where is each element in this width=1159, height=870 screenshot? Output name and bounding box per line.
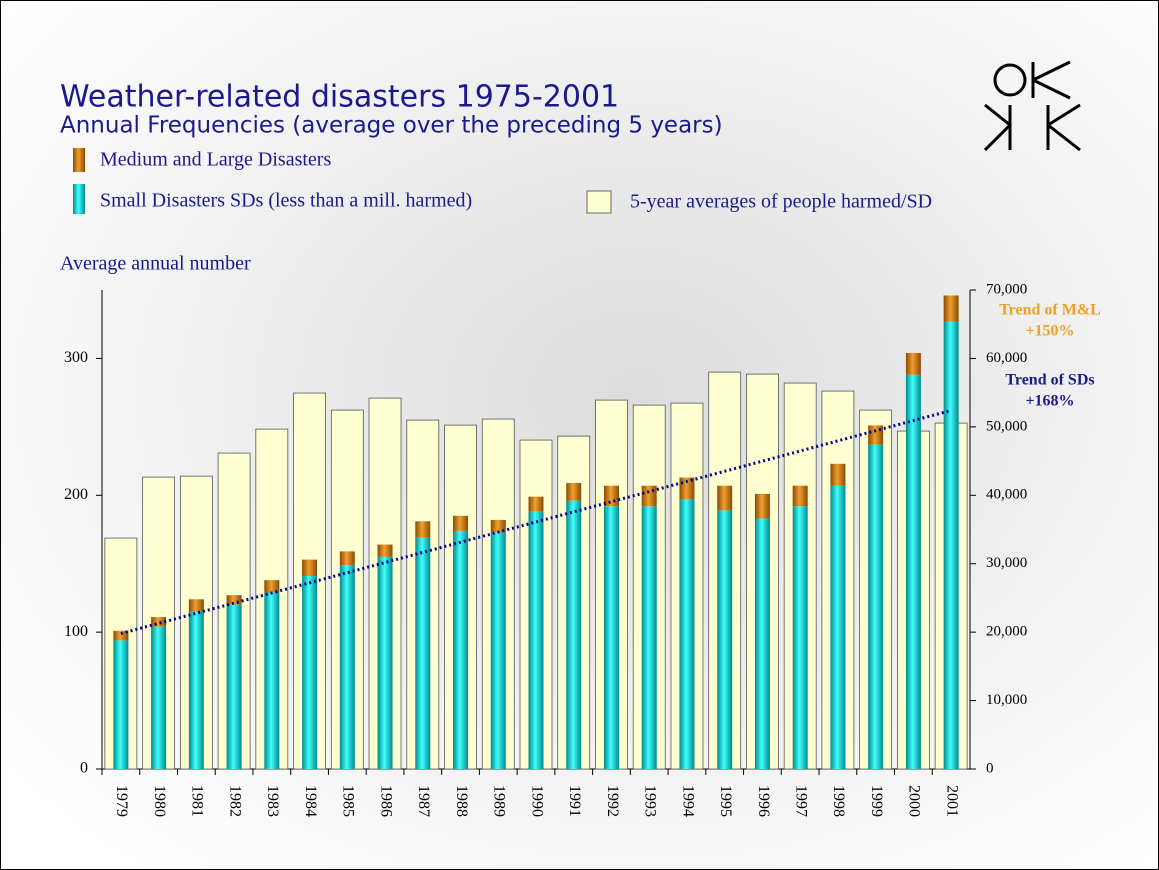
legend-swatch xyxy=(73,184,85,214)
x-tick-label: 1983 xyxy=(264,785,281,817)
x-tick-label: 1993 xyxy=(642,785,659,817)
x-tick-label: 1982 xyxy=(226,785,243,817)
bar-medium-large xyxy=(378,545,393,557)
y-tick-label: 300 xyxy=(64,349,88,366)
bar-small-disasters xyxy=(868,445,883,769)
bar-medium-large xyxy=(868,425,883,444)
y2-tick-label: 0 xyxy=(986,760,994,776)
chart: Weather-related disasters 1975-2001 Annu… xyxy=(0,0,1159,870)
bar-medium-large xyxy=(717,486,732,511)
bar-medium-large xyxy=(830,464,845,486)
x-tick-label: 1996 xyxy=(755,785,772,817)
bar-medium-large xyxy=(793,486,808,507)
legend-swatch xyxy=(73,148,85,172)
x-tick-label: 1980 xyxy=(151,785,168,817)
x-tick-label: 2000 xyxy=(906,785,923,817)
bar-small-disasters xyxy=(566,501,581,769)
bar-small-disasters xyxy=(642,506,657,769)
x-tick-label: 1999 xyxy=(868,785,885,817)
bar-medium-large xyxy=(642,486,657,507)
x-tick-label: 1992 xyxy=(604,785,621,817)
bar-small-disasters xyxy=(944,321,959,769)
x-tick-label: 2001 xyxy=(943,785,960,817)
x-tick-label: 1986 xyxy=(377,785,394,817)
bar-small-disasters xyxy=(491,532,506,769)
y2-tick-label: 20,000 xyxy=(986,624,1027,640)
bar-medium-large xyxy=(453,516,468,531)
bar-small-disasters xyxy=(793,506,808,769)
x-tick-label: 1989 xyxy=(491,785,508,817)
legend-label: 5-year averages of people harmed/SD xyxy=(630,191,932,213)
bar-medium-large xyxy=(755,494,770,519)
y2-tick-label: 60,000 xyxy=(986,350,1027,366)
x-tick-label: 1997 xyxy=(793,785,810,817)
bar-small-disasters xyxy=(302,576,317,769)
bar-medium-large xyxy=(340,551,355,565)
bar-small-disasters xyxy=(717,510,732,769)
bar-medium-large xyxy=(529,497,544,512)
x-tick-label: 1991 xyxy=(566,785,583,817)
x-tick-label: 1985 xyxy=(340,785,357,817)
bar-small-disasters xyxy=(378,557,393,769)
bar-medium-large xyxy=(906,353,921,375)
annotation: +150% xyxy=(1025,323,1074,340)
annotation: +168% xyxy=(1025,393,1074,410)
bar-small-disasters xyxy=(755,519,770,769)
bar-small-disasters xyxy=(604,506,619,769)
y2-tick-label: 40,000 xyxy=(986,487,1027,503)
annotation: Trend of SDs xyxy=(1005,372,1094,389)
x-tick-label: 1984 xyxy=(302,785,319,817)
y-tick-label: 0 xyxy=(80,760,88,777)
bar-small-disasters xyxy=(529,512,544,769)
y2-tick-label: 10,000 xyxy=(986,692,1027,708)
x-tick-label: 1988 xyxy=(453,785,470,817)
bar-small-disasters xyxy=(906,375,921,769)
bar-small-disasters xyxy=(264,592,279,769)
legend-label: Medium and Large Disasters xyxy=(100,149,331,171)
y-tick-label: 200 xyxy=(64,486,88,503)
bar-small-disasters xyxy=(453,531,468,769)
y2-tick-label: 50,000 xyxy=(986,418,1027,434)
bar-small-disasters xyxy=(151,627,166,769)
legend-swatch xyxy=(587,191,611,213)
chart-title: Weather-related disasters 1975-2001 xyxy=(60,80,619,115)
bar-small-disasters xyxy=(189,612,204,769)
x-tick-label: 1994 xyxy=(679,785,696,817)
bar-medium-large xyxy=(189,599,204,611)
x-tick-label: 1979 xyxy=(113,785,130,817)
chart-subtitle: Annual Frequencies (average over the pre… xyxy=(60,113,723,139)
bar-medium-large xyxy=(944,295,959,321)
bar-small-disasters xyxy=(340,565,355,769)
bar-medium-large xyxy=(566,483,581,501)
y-axis-label: Average annual number xyxy=(60,253,251,275)
bar-small-disasters xyxy=(415,538,430,769)
bar-small-disasters xyxy=(113,640,128,769)
x-tick-label: 1981 xyxy=(189,785,206,817)
legend-label: Small Disasters SDs (less than a mill. h… xyxy=(100,190,472,212)
y2-tick-label: 70,000 xyxy=(986,281,1027,297)
x-tick-label: 1995 xyxy=(717,785,734,817)
bar-small-disasters xyxy=(830,486,845,769)
bar-medium-large xyxy=(302,560,317,576)
x-tick-label: 1990 xyxy=(528,785,545,817)
x-tick-label: 1998 xyxy=(830,785,847,817)
bar-small-disasters xyxy=(227,605,242,769)
bar-medium-large xyxy=(604,486,619,507)
y2-tick-label: 30,000 xyxy=(986,555,1027,571)
x-tick-label: 1987 xyxy=(415,785,432,817)
bar-small-disasters xyxy=(679,499,694,769)
y-tick-label: 100 xyxy=(64,623,88,640)
annotation: Trend of M&L xyxy=(999,302,1101,319)
bar-medium-large xyxy=(151,617,166,627)
bar-medium-large xyxy=(227,595,242,605)
bar-medium-large xyxy=(415,521,430,537)
